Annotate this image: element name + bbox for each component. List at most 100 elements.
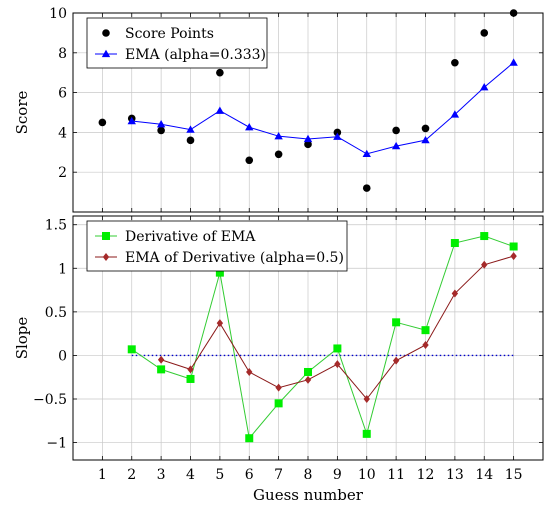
legend-marker: [102, 232, 110, 240]
data-point: [392, 356, 400, 365]
series-ema-alpha-0-333-: [127, 58, 518, 158]
data-point: [186, 125, 195, 133]
series-ema-of-derivative-alpha-0-5-: [157, 252, 517, 403]
legend: Derivative of EMA EMA of Derivative (alph…: [86, 220, 348, 272]
data-point: [480, 83, 489, 91]
y-tick-label: 8: [58, 46, 67, 62]
x-tick-label: 9: [333, 467, 342, 483]
y-axis-title: Slope: [13, 317, 31, 360]
legend: Score Points EMA (alpha=0.333): [86, 17, 268, 69]
y-tick-label: 0.5: [45, 305, 67, 321]
data-point: [186, 374, 195, 383]
data-point: [422, 340, 429, 349]
legend-marker: [101, 49, 111, 58]
data-point: [392, 126, 400, 135]
slope-panel: −1 −0.5 0 0.5 1 1.5 Slope Derivative of EMA EMA …: [13, 215, 544, 504]
y-tick-label: 6: [58, 86, 67, 102]
legend-marker: [102, 29, 110, 37]
y-tick-label: 1: [58, 261, 67, 277]
data-point: [245, 434, 254, 443]
legend-marker: [102, 253, 110, 261]
legend-label: Derivative of EMA: [125, 229, 256, 245]
data-point: [157, 355, 165, 364]
x-tick-label: 5: [215, 467, 224, 483]
legend-box: [86, 17, 268, 69]
x-tick-label: 15: [505, 467, 523, 483]
data-point: [333, 344, 342, 353]
data-point: [245, 123, 254, 131]
legend-label: EMA of Derivative (alpha=0.5): [125, 250, 344, 266]
data-point: [362, 149, 371, 158]
score-panel: 2 4 6 8 10 Score Score Points EMA (alpha=0.333): [13, 6, 544, 213]
data-point: [480, 232, 489, 241]
data-point: [98, 118, 107, 127]
x-tick-label: 3: [157, 467, 166, 483]
legend-item: Score Points: [102, 26, 214, 42]
legend-box: [86, 220, 348, 272]
legend-item: EMA (alpha=0.333): [95, 47, 266, 63]
data-point: [421, 326, 430, 335]
data-point: [216, 319, 224, 328]
y-tick-label: 10: [49, 6, 67, 22]
data-point: [481, 260, 488, 269]
y-tick-label: −1: [46, 436, 67, 452]
x-tick-label: 4: [186, 467, 195, 483]
data-point: [451, 289, 459, 298]
data-point: [274, 131, 283, 140]
data-point: [334, 360, 341, 369]
data-point: [127, 116, 136, 125]
x-tick-label: 1: [98, 467, 107, 483]
data-point: [245, 156, 254, 165]
data-point: [421, 124, 430, 133]
data-point: [391, 141, 401, 150]
data-point: [303, 134, 313, 143]
y-tick-label: −0.5: [33, 392, 67, 408]
data-point: [392, 318, 401, 327]
data-point: [157, 126, 165, 135]
data-point: [362, 429, 371, 438]
x-tick-label: 12: [417, 467, 435, 483]
data-point: [362, 184, 371, 192]
y-tick-label: 2: [58, 165, 67, 181]
y-tick-label: 0: [58, 348, 67, 364]
legend-item: Derivative of EMA: [95, 229, 256, 245]
x-tick-label: 6: [245, 467, 254, 483]
data-point: [156, 120, 166, 128]
legend-label: EMA (alpha=0.333): [125, 47, 266, 63]
data-point: [215, 106, 225, 114]
x-tick-label: 2: [127, 467, 136, 483]
legend-label: Score Points: [125, 26, 214, 42]
data-point: [274, 399, 283, 408]
data-point: [509, 9, 518, 17]
y-axis-title: Score: [13, 91, 31, 135]
x-tick-label: 8: [304, 467, 313, 483]
y-tick-label: 1.5: [45, 218, 67, 234]
data-point: [480, 29, 489, 37]
data-point: [509, 58, 518, 66]
series-line: [131, 62, 514, 155]
data-point: [421, 135, 430, 144]
x-tick-label: 13: [446, 467, 464, 483]
x-tick-label: 11: [387, 467, 405, 483]
data-point: [275, 383, 282, 392]
legend-item: EMA of Derivative (alpha=0.5): [95, 250, 344, 266]
data-point: [450, 239, 459, 248]
data-point: [215, 268, 224, 277]
data-point: [186, 136, 195, 145]
data-point: [451, 58, 459, 67]
y-tick-label: 4: [58, 125, 67, 141]
x-tick-label: 7: [274, 467, 283, 483]
data-point: [333, 132, 342, 140]
data-point: [333, 128, 342, 137]
data-point: [510, 252, 517, 261]
x-tick-label: 10: [358, 467, 376, 483]
data-point: [363, 395, 370, 403]
data-point: [304, 367, 312, 376]
data-point: [187, 365, 194, 374]
data-point: [216, 68, 224, 77]
data-point: [509, 242, 518, 251]
data-point: [304, 375, 312, 384]
x-tick-label: 14: [475, 467, 493, 483]
data-point: [450, 110, 460, 118]
